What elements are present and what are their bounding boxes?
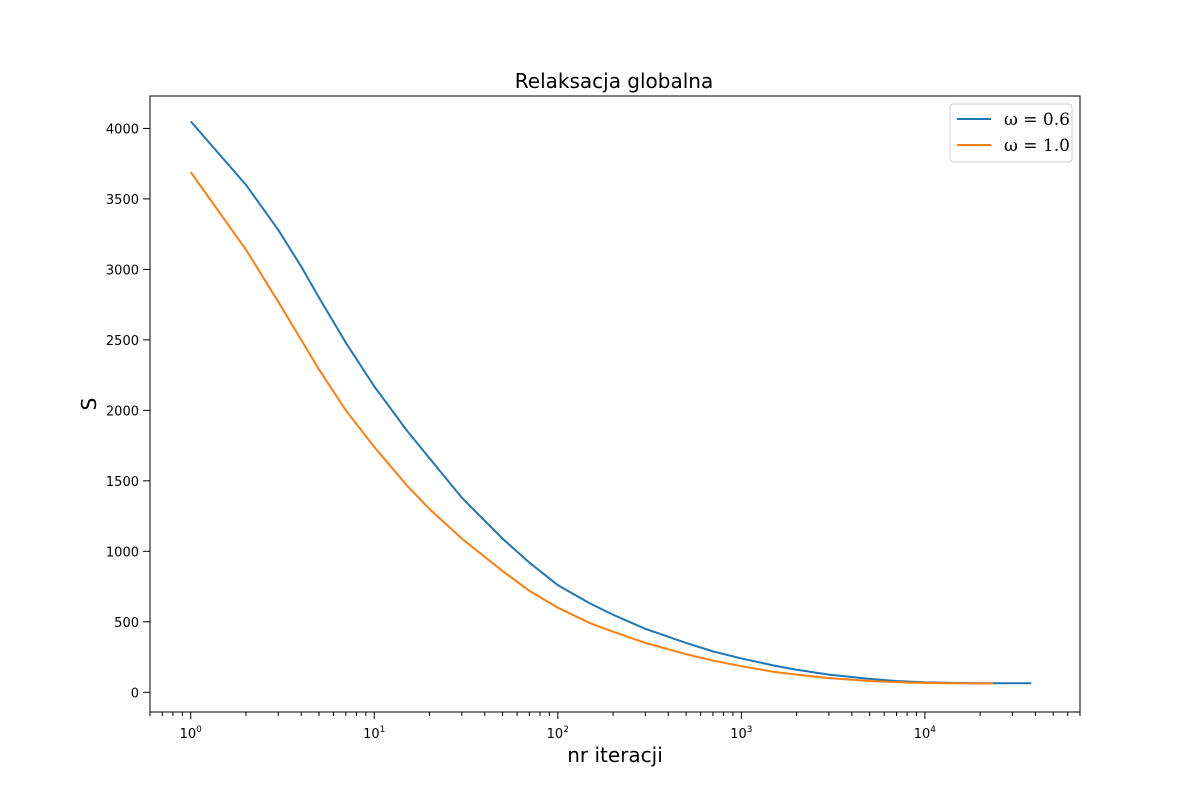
chart-title: Relaksacja globalna [515,69,713,93]
y-tick-label: 2000 [106,404,139,419]
y-tick-label: 0 [131,686,139,701]
y-axis-title: S [77,398,101,411]
x-axis-title: nr iteracji [567,743,663,767]
y-tick-label: 1000 [106,545,139,560]
y-axis: 0 500 1000 1500 2000 2500 3000 3500 4000 [106,122,150,701]
x-tick-label: 104 [914,725,937,742]
x-tick-label: 103 [730,725,752,742]
plot-frame [149,95,1081,713]
x-tick-label: 101 [363,725,385,742]
y-tick-label: 3000 [106,263,139,278]
legend: ω = 0.6 ω = 1.0 [949,103,1073,163]
y-tick-label: 1500 [106,475,139,490]
plot-area [189,120,1032,685]
y-tick-label: 3500 [106,193,139,208]
y-tick-label: 2500 [106,334,139,349]
x-tick-label: 100 [180,725,203,742]
x-axis: 100 101 102 103 104 [149,712,1081,742]
x-tick-label: 102 [547,725,569,742]
legend-label-1: ω = 0.6 [1004,110,1070,130]
series-line-2 [189,171,993,685]
y-tick-label: 4000 [106,122,139,137]
y-tick-label: 500 [114,616,139,631]
legend-label-2: ω = 1.0 [1004,136,1070,156]
